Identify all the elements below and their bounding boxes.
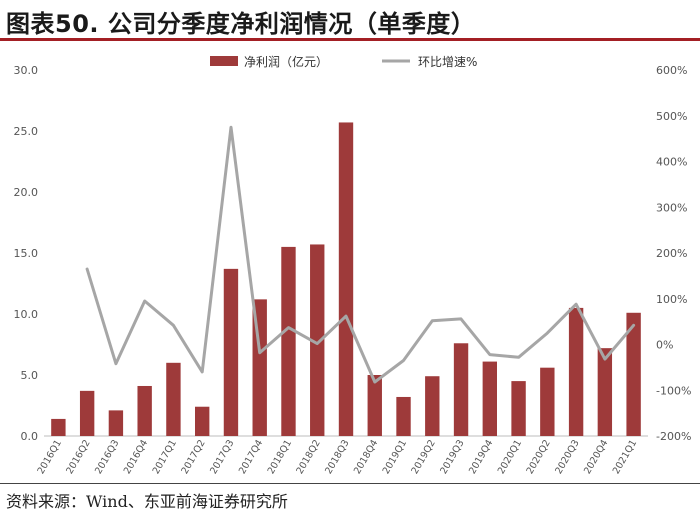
bar bbox=[511, 381, 526, 436]
bar bbox=[482, 361, 497, 436]
x-tick-label: 2017Q2 bbox=[179, 438, 207, 476]
left-tick-label: 5.0 bbox=[21, 369, 39, 382]
x-tick-label: 2018Q3 bbox=[323, 438, 351, 476]
left-tick-label: 25.0 bbox=[14, 125, 39, 138]
x-tick-label: 2017Q1 bbox=[151, 438, 179, 476]
bar bbox=[396, 396, 411, 436]
x-tick-label: 2016Q4 bbox=[122, 438, 150, 476]
right-tick-label: 600% bbox=[656, 64, 687, 77]
bar bbox=[310, 244, 325, 436]
right-tick-label: 100% bbox=[656, 293, 687, 306]
x-tick-label: 2018Q2 bbox=[294, 438, 322, 476]
x-tick-label: 2017Q3 bbox=[208, 438, 236, 476]
bar bbox=[626, 312, 641, 436]
legend-line-label: 环比增速% bbox=[418, 55, 477, 69]
bar bbox=[137, 385, 152, 436]
title-divider bbox=[0, 38, 700, 41]
x-tick-label: 2020Q2 bbox=[525, 438, 553, 476]
x-tick-label: 2018Q1 bbox=[266, 438, 294, 476]
x-tick-label: 2020Q4 bbox=[582, 438, 610, 476]
x-tick-label: 2016Q2 bbox=[64, 438, 92, 476]
x-tick-label: 2018Q4 bbox=[352, 438, 380, 476]
bar bbox=[568, 307, 584, 436]
x-axis: 2016Q1 2016Q2 2016Q3 2016Q4 2017Q1 2017Q2 2017… bbox=[36, 438, 640, 476]
right-tick-label: 0% bbox=[656, 339, 673, 352]
right-tick-label: 400% bbox=[656, 156, 687, 169]
bar-series bbox=[51, 122, 641, 437]
bar bbox=[166, 362, 181, 436]
bar bbox=[597, 348, 613, 436]
right-tick-label: 500% bbox=[656, 110, 687, 123]
x-tick-label: 2021Q1 bbox=[611, 438, 639, 476]
x-tick-label: 2019Q3 bbox=[438, 438, 466, 476]
bar bbox=[195, 406, 210, 436]
legend: 净利润（亿元） 环比增速% bbox=[210, 54, 477, 69]
x-tick-label: 2019Q4 bbox=[467, 438, 495, 476]
left-tick-label: 0.0 bbox=[21, 430, 39, 443]
x-tick-label: 2020Q3 bbox=[553, 438, 581, 476]
left-axis: 0.0 5.0 10.0 15.0 20.0 25.0 30.0 bbox=[14, 64, 39, 443]
profit-chart: 0.0 5.0 10.0 15.0 20.0 25.0 30.0 -200% -100% 0% 1… bbox=[14, 54, 692, 476]
x-tick-label: 2017Q4 bbox=[237, 438, 265, 476]
left-tick-label: 30.0 bbox=[14, 64, 39, 77]
bar bbox=[453, 343, 469, 436]
bar bbox=[338, 122, 354, 437]
left-tick-label: 10.0 bbox=[14, 308, 39, 321]
right-tick-label: 200% bbox=[656, 247, 687, 260]
right-tick-label: -100% bbox=[656, 384, 691, 397]
legend-bar-swatch bbox=[210, 56, 238, 66]
left-tick-label: 15.0 bbox=[14, 247, 39, 260]
bar bbox=[223, 268, 239, 436]
legend-bar-label: 净利润（亿元） bbox=[244, 54, 328, 69]
source-divider bbox=[0, 483, 700, 484]
bar bbox=[367, 375, 382, 436]
chart-title: 图表50. 公司分季度净利润情况（单季度） bbox=[6, 10, 476, 38]
growth-line-series bbox=[85, 125, 636, 384]
bar bbox=[79, 390, 95, 436]
bar bbox=[540, 367, 555, 436]
right-tick-label: -200% bbox=[656, 430, 691, 443]
bar bbox=[281, 246, 296, 436]
bar bbox=[425, 376, 440, 436]
source-note: 资料来源：Wind、东亚前海证券研究所 bbox=[6, 492, 288, 511]
x-tick-label: 2020Q1 bbox=[496, 438, 524, 476]
left-tick-label: 20.0 bbox=[14, 186, 39, 199]
right-tick-label: 300% bbox=[656, 201, 687, 214]
x-tick-label: 2016Q1 bbox=[36, 438, 64, 476]
bar bbox=[51, 418, 66, 436]
x-tick-label: 2019Q1 bbox=[381, 438, 409, 476]
x-tick-label: 2016Q3 bbox=[93, 438, 121, 476]
x-tick-label: 2019Q2 bbox=[410, 438, 438, 476]
right-axis: -200% -100% 0% 100% 200% 300% 400% 500% 600% bbox=[656, 64, 691, 443]
bar bbox=[108, 410, 124, 436]
